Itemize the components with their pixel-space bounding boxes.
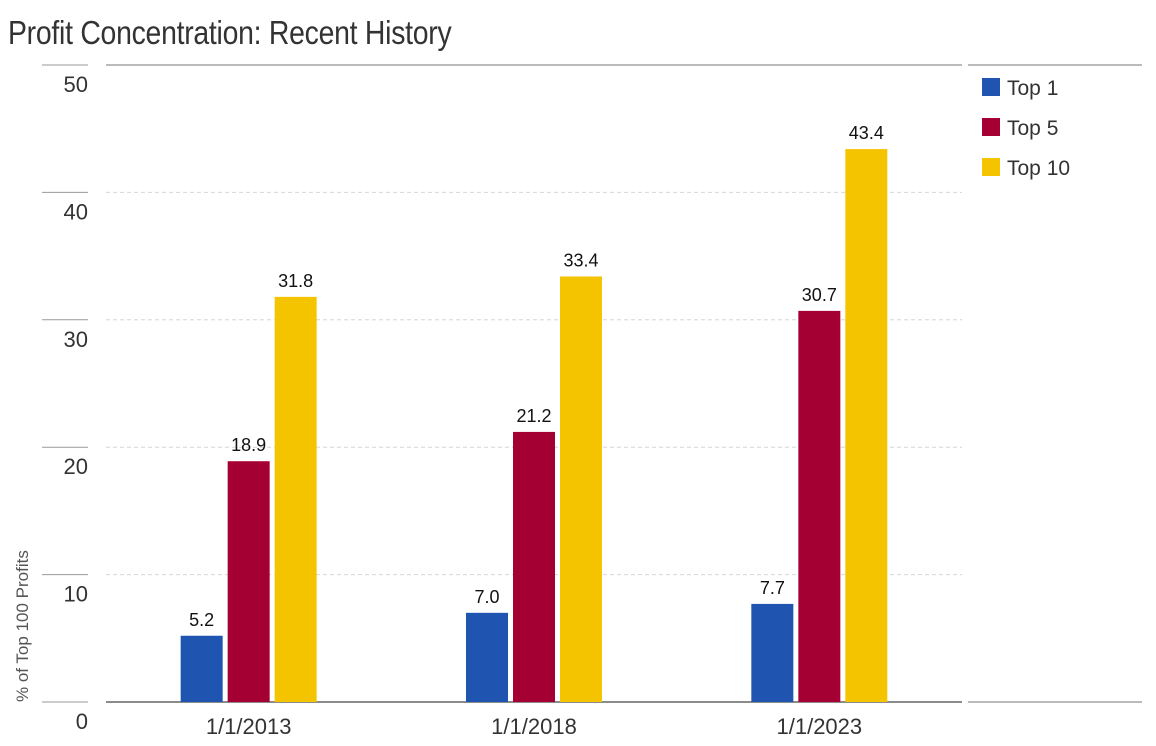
bar (227, 461, 270, 702)
legend-entry: Top 1 (1007, 77, 1058, 100)
bar (560, 276, 602, 702)
data-label: 21.2 (516, 406, 551, 426)
data-label: 43.4 (849, 123, 884, 143)
legend-entry: Top 10 (1007, 157, 1070, 180)
y-tick-label: 0 (76, 709, 88, 734)
y-axis-label: % of Top 100 Profits (13, 550, 32, 702)
x-tick-label: 1/1/2023 (777, 714, 863, 739)
data-label: 5.2 (189, 610, 214, 630)
data-label: 7.0 (474, 587, 499, 607)
y-tick-label: 50 (64, 72, 88, 97)
bar (274, 296, 317, 702)
x-tick-label: 1/1/2018 (491, 714, 577, 739)
y-tick-label: 30 (64, 327, 88, 352)
axis-layer: 0 10 20 30 40 50 1/1/2013 1/1/2018 1/1/2023 (64, 64, 1142, 739)
y-tick-label: 40 (64, 199, 88, 224)
bar (466, 612, 508, 702)
data-label: 33.4 (563, 250, 598, 270)
legend-swatch (982, 78, 1000, 96)
label-layer: 5.2 18.9 31.8 7.0 21.2 33.4 7.7 30.7 43.4 (189, 123, 884, 630)
bar-layer (180, 149, 888, 703)
bar (751, 603, 794, 702)
x-tick-label: 1/1/2013 (206, 714, 292, 739)
legend-swatch (982, 118, 1000, 136)
bar (845, 149, 888, 703)
data-label: 7.7 (760, 578, 785, 598)
legend-swatch (982, 158, 1000, 176)
data-label: 31.8 (278, 271, 313, 291)
legend: Top 1 Top 5 Top 10 (982, 77, 1070, 180)
y-tick-label: 10 (64, 582, 88, 607)
data-label: 30.7 (802, 285, 837, 305)
bar (180, 635, 223, 702)
chart-title: Profit Concentration: Recent History (8, 14, 452, 51)
legend-entry: Top 5 (1007, 117, 1058, 140)
data-label: 18.9 (231, 435, 266, 455)
bar (513, 431, 555, 702)
bar (798, 310, 841, 702)
y-tick-label: 20 (64, 454, 88, 479)
